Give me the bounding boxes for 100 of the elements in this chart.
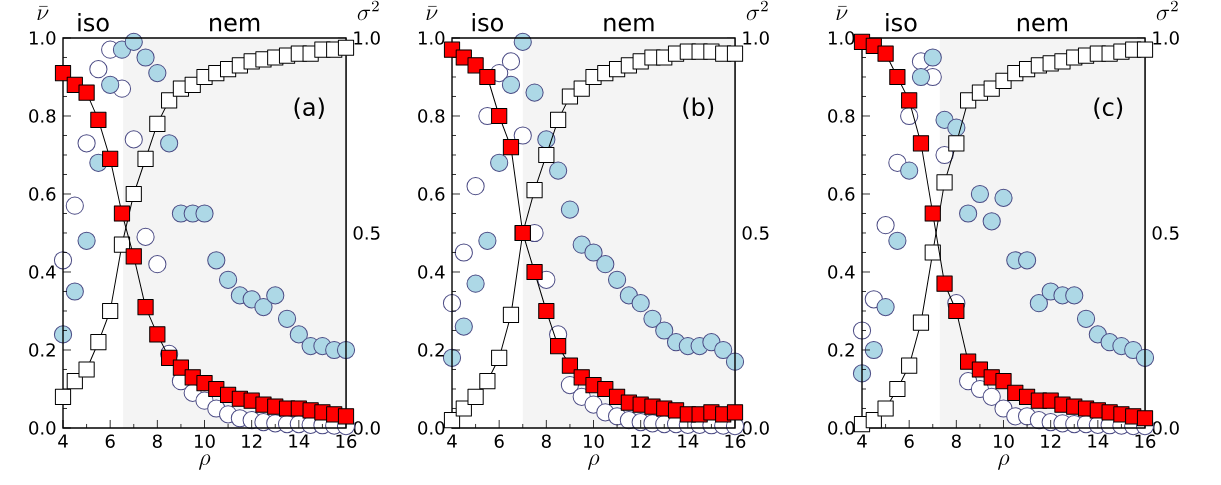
y-tick-label: 0.6 bbox=[418, 187, 445, 201]
point bbox=[1065, 286, 1084, 305]
band-label: nem bbox=[604, 17, 654, 32]
point bbox=[337, 408, 355, 425]
point bbox=[490, 153, 509, 172]
y-tick-label: 0.4 bbox=[418, 265, 445, 279]
point bbox=[877, 45, 894, 62]
text: iso bbox=[472, 13, 503, 32]
x-tick-label: 12 bbox=[1041, 434, 1061, 448]
point bbox=[900, 161, 919, 180]
x-tick-label: 16 bbox=[336, 434, 357, 448]
point bbox=[561, 357, 579, 374]
text: (c) bbox=[1094, 97, 1123, 119]
text: (b) bbox=[683, 97, 714, 119]
y2-tick-label: 1.0 bbox=[354, 31, 380, 45]
point bbox=[160, 134, 179, 153]
point bbox=[607, 270, 627, 289]
y2-tick-label: 0.0 bbox=[1152, 421, 1179, 435]
point bbox=[911, 67, 931, 87]
y-tick-label: 0.2 bbox=[828, 343, 854, 357]
point bbox=[526, 263, 543, 281]
point bbox=[513, 126, 532, 145]
point bbox=[948, 135, 965, 152]
point bbox=[643, 309, 662, 328]
point bbox=[935, 145, 954, 165]
point bbox=[924, 205, 941, 222]
point bbox=[901, 92, 918, 109]
band-label: nem bbox=[210, 17, 260, 32]
point bbox=[136, 48, 155, 67]
point bbox=[148, 63, 167, 83]
text: iso bbox=[886, 13, 917, 32]
y2-tick-label: 1.0 bbox=[743, 31, 769, 45]
point bbox=[923, 48, 942, 67]
point bbox=[102, 150, 119, 167]
text: iso bbox=[78, 13, 109, 32]
point bbox=[982, 387, 1001, 406]
point bbox=[994, 188, 1013, 207]
y2-tick-label: 1.0 bbox=[1153, 31, 1179, 45]
point bbox=[714, 340, 733, 360]
point bbox=[254, 297, 273, 317]
x-tick-label: 4 bbox=[58, 434, 68, 448]
y-tick-label: 0.2 bbox=[29, 343, 55, 357]
y-tick-label: 0.8 bbox=[29, 109, 56, 123]
point bbox=[491, 107, 508, 125]
y2-axis-title: $\sigma^2$ bbox=[357, 0, 379, 21]
x-tick-label: 6 bbox=[105, 434, 115, 448]
x-tick-label: 10 bbox=[195, 434, 215, 448]
x-tick-label: 14 bbox=[1088, 434, 1109, 448]
point bbox=[526, 181, 543, 199]
point bbox=[538, 146, 555, 164]
point bbox=[726, 404, 744, 421]
point bbox=[78, 84, 95, 101]
point bbox=[136, 227, 155, 246]
x-tick-label: 10 bbox=[994, 434, 1014, 448]
y-tick-label: 0.6 bbox=[828, 187, 855, 201]
point bbox=[289, 325, 308, 344]
point bbox=[65, 282, 84, 301]
point bbox=[538, 302, 555, 320]
point bbox=[148, 255, 167, 274]
x-tick-label: 14 bbox=[289, 434, 310, 448]
point bbox=[550, 337, 567, 355]
point bbox=[478, 231, 497, 250]
y-tick-label: 0.8 bbox=[828, 109, 855, 123]
point bbox=[573, 80, 590, 97]
text: (a) bbox=[294, 97, 324, 119]
y-tick-label: 0.0 bbox=[29, 421, 56, 435]
point bbox=[959, 204, 978, 223]
point bbox=[912, 135, 930, 152]
x-tick-label: 6 bbox=[494, 434, 504, 448]
y-axis-title: $\bar{\nu}$ bbox=[426, 5, 438, 20]
y2-axis-title: $\sigma^2$ bbox=[746, 0, 768, 21]
band-label: nem bbox=[1017, 17, 1068, 32]
point bbox=[1017, 251, 1037, 270]
y2-tick-label: 0.5 bbox=[353, 226, 380, 240]
point bbox=[54, 64, 72, 82]
point bbox=[101, 75, 120, 94]
point bbox=[1136, 41, 1154, 58]
point bbox=[1029, 294, 1048, 313]
point bbox=[137, 150, 154, 167]
point bbox=[336, 340, 356, 360]
x-tick-label: 12 bbox=[242, 434, 262, 448]
point bbox=[936, 275, 953, 292]
point bbox=[549, 161, 568, 180]
x-tick-label: 12 bbox=[631, 434, 651, 448]
x-axis-title: $\rho$ bbox=[588, 454, 600, 470]
point bbox=[726, 45, 744, 62]
y-tick-label: 0.6 bbox=[29, 187, 56, 201]
point bbox=[125, 185, 142, 203]
x-tick-label: 8 bbox=[152, 434, 162, 448]
point bbox=[995, 373, 1012, 390]
point bbox=[584, 243, 603, 262]
y2-axis-title: $\sigma^2$ bbox=[1156, 0, 1178, 21]
point bbox=[876, 297, 895, 317]
point bbox=[502, 139, 520, 156]
x-tick-label: 10 bbox=[584, 434, 604, 448]
point bbox=[537, 130, 556, 149]
point bbox=[467, 57, 484, 74]
x-axis-title: $\rho$ bbox=[199, 454, 211, 470]
y-tick-label: 0.4 bbox=[29, 265, 56, 279]
x-tick-label: 14 bbox=[678, 434, 699, 448]
